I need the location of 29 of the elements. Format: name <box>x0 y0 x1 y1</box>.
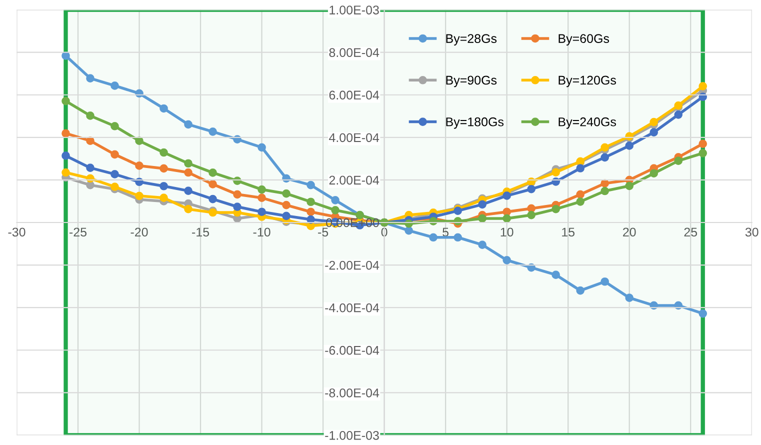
y-tick-label: -2.00E-04 <box>325 260 380 270</box>
y-tick-label: -6.00E-04 <box>325 346 380 355</box>
x-tick-label: -20 <box>130 228 148 237</box>
x-tick-label: -25 <box>70 228 87 237</box>
legend-label: By=60Gs <box>558 34 610 46</box>
x-tick-label: -15 <box>192 228 210 237</box>
y-tick-label: 6.00E-04 <box>329 90 380 100</box>
legend-label: By=28Gs <box>446 34 497 46</box>
x-tick-label: 30 <box>745 228 758 237</box>
legend-label: By=180Gs <box>446 117 504 129</box>
y-tick-label: 2.00E-04 <box>329 176 380 185</box>
y-tick-label: 1.00E-03 <box>330 6 379 14</box>
y-tick-label: -8.00E-04 <box>325 388 380 398</box>
x-tick-label: -30 <box>8 228 26 237</box>
x-tick-label: 0 <box>381 228 388 237</box>
legend-label: By=240Gs <box>558 117 616 129</box>
y-tick-label: -1.00E-03 <box>325 431 379 440</box>
x-tick-label: -10 <box>253 228 270 237</box>
x-tick-label: -5 <box>318 228 328 237</box>
y-tick-label: -4.00E-04 <box>325 303 380 312</box>
x-tick-label: 15 <box>562 228 575 237</box>
x-tick-label: 20 <box>623 228 636 237</box>
y-tick-label: 8.00E-04 <box>329 48 380 57</box>
x-tick-label: 10 <box>500 228 514 237</box>
legend-label: By=90Gs <box>446 76 497 88</box>
y-tick-label: 4.00E-04 <box>329 133 380 142</box>
x-tick-label: 25 <box>684 228 698 237</box>
y-tick-label: 0.00E+00 <box>326 218 379 228</box>
legend-label: By=120Gs <box>558 76 616 88</box>
